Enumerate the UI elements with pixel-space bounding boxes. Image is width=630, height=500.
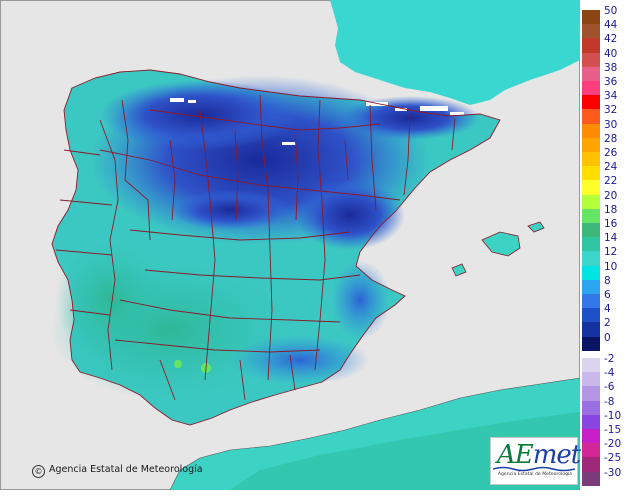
snow-patches xyxy=(170,98,464,145)
legend-label: 30 xyxy=(604,118,618,131)
legend-label: -15 xyxy=(604,424,622,436)
logo-subtitle: Agencia Estatal de Meteorología xyxy=(497,472,573,477)
legend-label: -8 xyxy=(604,395,615,408)
legend-label: -30 xyxy=(604,466,622,479)
legend-label: -10 xyxy=(604,409,622,422)
africa-coast xyxy=(169,377,581,491)
legend-swatch xyxy=(582,414,600,430)
legend-swatch xyxy=(582,137,600,153)
legend-label: 16 xyxy=(604,218,618,230)
province-borders xyxy=(51,69,501,426)
copyright-icon: © xyxy=(32,465,45,478)
legend-label: 28 xyxy=(604,132,618,145)
legend-label: 34 xyxy=(604,90,618,103)
legend-swatch xyxy=(582,10,600,25)
legend-swatch xyxy=(582,208,600,224)
portugal-borders xyxy=(55,119,119,371)
legend-swatch xyxy=(582,400,600,416)
legend-swatch xyxy=(582,336,600,352)
logo-wave-icon xyxy=(493,466,575,472)
legend-label: 18 xyxy=(604,203,618,216)
legend-swatch xyxy=(582,109,600,125)
legend-label: 4 xyxy=(604,303,611,316)
legend-swatch xyxy=(582,52,600,68)
legend-swatch xyxy=(582,123,600,139)
legend-swatch xyxy=(582,95,600,110)
aemet-logo: AEmet Agencia Estatal de Meteorología xyxy=(490,437,581,485)
legend-label: 36 xyxy=(604,76,618,88)
legend-label: 32 xyxy=(604,104,618,117)
legend-swatch xyxy=(582,166,600,181)
legend-label: 20 xyxy=(604,189,618,202)
legend-swatch xyxy=(582,194,600,210)
legend-swatch xyxy=(582,223,600,238)
southwest-teal-zone xyxy=(55,240,165,360)
legend-label: 2 xyxy=(604,317,611,330)
legend-label: 10 xyxy=(604,260,618,273)
legend-swatch xyxy=(582,294,600,309)
central-system-cold-zone xyxy=(170,190,290,230)
legend-swatch xyxy=(582,38,600,54)
legend-swatch xyxy=(582,471,600,487)
legend-label: -20 xyxy=(604,438,622,451)
legend-label: 14 xyxy=(604,232,618,245)
logo-text-a: AE xyxy=(497,440,534,470)
legend-label: 42 xyxy=(604,33,618,46)
legend-swatch xyxy=(582,457,600,473)
france-landmass xyxy=(330,0,580,105)
legend-swatch xyxy=(582,180,600,196)
warm-spot xyxy=(174,360,182,368)
legend-swatch xyxy=(582,279,600,295)
legend-label: -4 xyxy=(604,367,615,380)
legend-swatch xyxy=(582,152,600,167)
legend-swatch xyxy=(582,237,600,252)
legend-swatch xyxy=(582,372,600,387)
legend-label: 24 xyxy=(604,161,618,174)
betic-cold-zone xyxy=(230,335,370,385)
legend-label: 44 xyxy=(604,19,618,32)
legend-label: 40 xyxy=(604,47,618,60)
legend-label: 8 xyxy=(604,274,611,287)
legend-swatch xyxy=(582,358,600,373)
legend-swatch xyxy=(582,308,600,323)
legend-swatch xyxy=(582,429,600,444)
menorca xyxy=(527,221,545,233)
legend-label: 38 xyxy=(604,61,618,74)
legend-label: 50 xyxy=(604,5,618,17)
southeast-cold-zone xyxy=(330,260,390,340)
legend-label: 26 xyxy=(604,147,618,159)
logo-wordmark: AEmet xyxy=(497,440,581,470)
logo-text-b: met xyxy=(532,440,581,470)
legend-swatch xyxy=(582,386,600,402)
legend-label: 0 xyxy=(604,331,611,344)
legend-label: 22 xyxy=(604,175,618,188)
legend-swatch xyxy=(582,265,600,281)
legend-swatch xyxy=(582,251,600,267)
legend-label: 12 xyxy=(604,246,618,259)
legend-swatch xyxy=(582,443,600,458)
legend-swatch xyxy=(582,322,600,338)
legend-swatch xyxy=(582,66,600,82)
ibiza xyxy=(451,263,467,277)
legend-label: -25 xyxy=(604,452,622,465)
mallorca xyxy=(481,231,521,257)
copyright-text: Agencia Estatal de Meteorología xyxy=(49,464,203,475)
legend-label: 6 xyxy=(604,289,611,301)
copyright-notice: © Agencia Estatal de Meteorología xyxy=(32,464,203,478)
cantabrian-cold-zone xyxy=(100,80,300,150)
legend-swatch xyxy=(582,81,600,96)
legend-label: -2 xyxy=(604,353,615,365)
legend-swatch xyxy=(582,24,600,39)
legend-label: -6 xyxy=(604,381,615,394)
